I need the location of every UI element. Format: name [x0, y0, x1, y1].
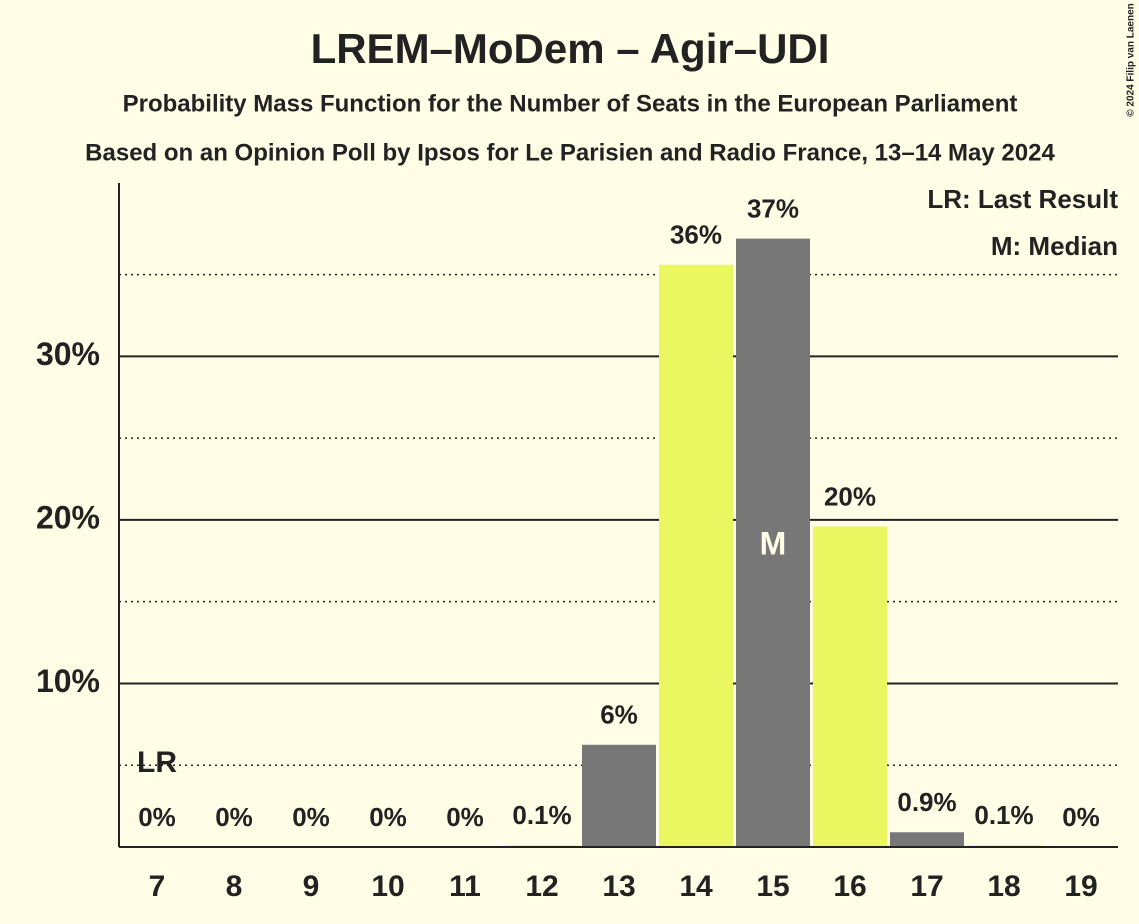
x-tick-label: 12	[525, 870, 558, 903]
value-label: 36%	[670, 220, 722, 250]
x-tick-label: 15	[756, 870, 789, 903]
x-tick-label: 14	[679, 870, 713, 903]
value-label: 0%	[446, 802, 484, 832]
last-result-marker: LR	[137, 746, 177, 779]
value-label: 37%	[747, 193, 799, 223]
chart-subtitle: Probability Mass Function for the Number…	[123, 90, 1018, 117]
median-marker: M	[760, 525, 787, 561]
copyright: © 2024 Filip van Laenen	[1126, 3, 1137, 117]
bar	[890, 832, 964, 847]
x-tick-label: 16	[833, 870, 866, 903]
value-label: 0.9%	[897, 787, 956, 817]
x-tick-label: 19	[1064, 870, 1097, 903]
bar	[659, 264, 733, 847]
y-tick-label: 20%	[36, 499, 100, 535]
value-label: 0%	[138, 802, 176, 832]
x-tick-label: 11	[449, 870, 481, 903]
value-label: 6%	[600, 700, 638, 730]
x-tick-label: 17	[910, 870, 943, 903]
chart-title: LREM–MoDem – Agir–UDI	[311, 25, 830, 72]
bar	[582, 744, 656, 847]
bar	[736, 238, 810, 848]
x-tick-label: 13	[602, 870, 635, 903]
legend-entry: LR: Last Result	[927, 184, 1118, 214]
x-tick-label: 8	[226, 870, 243, 903]
value-label: 20%	[824, 481, 876, 511]
value-label: 0%	[215, 802, 253, 832]
x-tick-label: 7	[149, 870, 166, 903]
value-label: 0.1%	[512, 800, 571, 830]
value-label: 0%	[369, 802, 407, 832]
x-tick-label: 18	[987, 870, 1020, 903]
x-tick-label: 10	[371, 870, 404, 903]
y-tick-label: 10%	[36, 663, 100, 699]
bar	[813, 526, 887, 847]
x-tick-label: 9	[303, 870, 320, 903]
value-label: 0%	[292, 802, 330, 832]
y-tick-label: 30%	[36, 336, 100, 372]
value-label: 0%	[1062, 802, 1100, 832]
legend-entry: M: Median	[991, 231, 1118, 261]
value-label: 0.1%	[974, 800, 1033, 830]
chart-subtitle: Based on an Opinion Poll by Ipsos for Le…	[85, 139, 1055, 166]
